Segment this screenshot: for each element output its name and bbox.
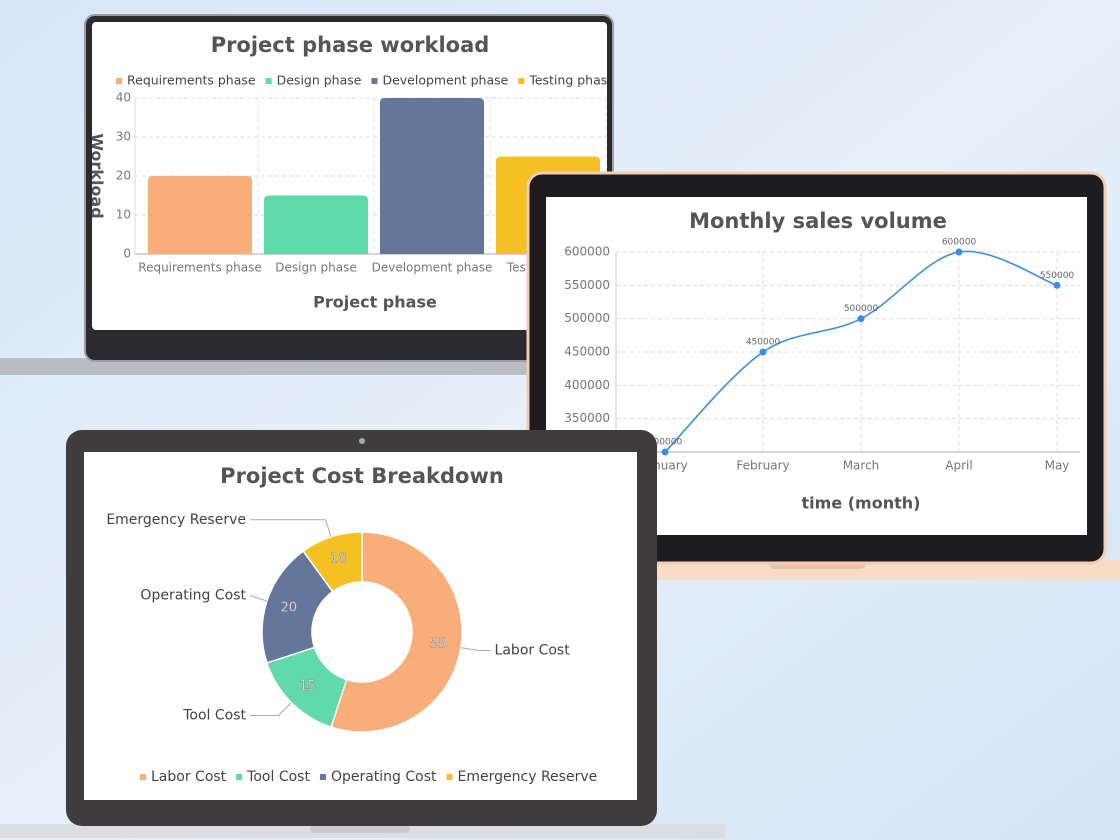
- y-tick-label: 400000: [564, 378, 610, 392]
- slice-label: 55: [430, 637, 447, 652]
- slice: [302, 531, 363, 593]
- legend-label: Emergency Reserve: [458, 769, 598, 785]
- laptop-base: [520, 560, 1120, 580]
- y-tick-label: 10: [116, 208, 131, 222]
- point: [1053, 281, 1061, 289]
- bar: [264, 195, 368, 254]
- slice-label: 10: [330, 551, 347, 566]
- laptop-2: Monthly sales volume time (month) 300000…: [520, 171, 1120, 580]
- x-tick-label: April: [945, 459, 972, 473]
- point: [661, 448, 669, 456]
- slice: [330, 531, 463, 733]
- chart-title: Project phase workload: [211, 33, 490, 57]
- y-tick-label: 550000: [564, 278, 610, 292]
- legend-swatch: [236, 774, 243, 780]
- camera: [359, 438, 365, 444]
- legend-swatch: [371, 78, 378, 84]
- tablet-notch: [310, 824, 410, 833]
- y-tick-label: 40: [116, 91, 131, 105]
- leader-line: [250, 519, 332, 538]
- x-axis-label: Project phase: [313, 293, 437, 312]
- leader-line: [460, 647, 491, 651]
- legend-swatch: [446, 774, 453, 780]
- donut-chart: Project Cost Breakdown 55 Labor Cost 15 Too…: [106, 464, 597, 785]
- point: [955, 248, 963, 256]
- chart-title: Monthly sales volume: [689, 209, 947, 233]
- legend-label: Tool Cost: [246, 769, 310, 785]
- point: [857, 315, 865, 323]
- y-tick-label: 350000: [564, 411, 610, 425]
- laptop-base: [0, 358, 545, 375]
- point: [759, 348, 767, 356]
- y-tick-label: 30: [116, 130, 131, 144]
- x-tick-label: Development phase: [372, 261, 493, 275]
- y-axis-label: Workload: [88, 133, 107, 218]
- y-tick-label: 500000: [564, 311, 610, 325]
- legend-label: Requirements phase: [127, 73, 256, 88]
- slice-name: Emergency Reserve: [106, 512, 246, 528]
- value-label: 300000: [648, 438, 683, 448]
- legend-label: Testing phase: [528, 73, 615, 88]
- x-tick-label: February: [736, 459, 789, 473]
- slice: [261, 550, 334, 664]
- legend-swatch: [319, 774, 326, 780]
- screen: [84, 452, 637, 800]
- slice-name: Operating Cost: [140, 588, 246, 604]
- slice-label: 15: [299, 679, 316, 694]
- y-tick-label: 0: [123, 247, 131, 261]
- legend-label: Design phase: [277, 73, 362, 88]
- legend-swatch: [518, 78, 525, 84]
- slice-label: 20: [280, 601, 297, 616]
- value-label: 500000: [844, 304, 879, 314]
- legend-swatch: [265, 78, 272, 84]
- legend-label: Operating Cost: [331, 769, 437, 785]
- value-label: 450000: [746, 338, 781, 348]
- value-label: 550000: [1040, 271, 1075, 281]
- value-label: 600000: [942, 238, 977, 248]
- x-tick-label: Design phase: [275, 261, 356, 275]
- bar: [148, 176, 252, 254]
- slice-name: Tool Cost: [182, 707, 246, 723]
- legend-label: Development phase: [382, 73, 508, 88]
- legend-label: Labor Cost: [151, 769, 227, 785]
- chart-title: Project Cost Breakdown: [220, 464, 504, 488]
- leader-line: [250, 702, 292, 716]
- y-tick-label: 450000: [564, 345, 610, 359]
- x-tick-label: May: [1045, 459, 1070, 473]
- slice-name: Labor Cost: [495, 642, 571, 658]
- legend-swatch: [140, 774, 146, 780]
- x-tick-label: Requirements phase: [138, 261, 261, 275]
- legend-swatch: [116, 78, 122, 84]
- tablet: Project Cost Breakdown 55 Labor Cost 15 Too…: [0, 430, 725, 838]
- x-axis-label: time (month): [802, 494, 921, 513]
- line-chart: Monthly sales volume time (month) 300000…: [564, 209, 1080, 513]
- y-tick-label: 20: [116, 169, 131, 183]
- leader-line: [249, 595, 268, 602]
- bar: [380, 98, 484, 254]
- y-tick-label: 600000: [564, 245, 610, 259]
- x-tick-label: March: [843, 459, 880, 473]
